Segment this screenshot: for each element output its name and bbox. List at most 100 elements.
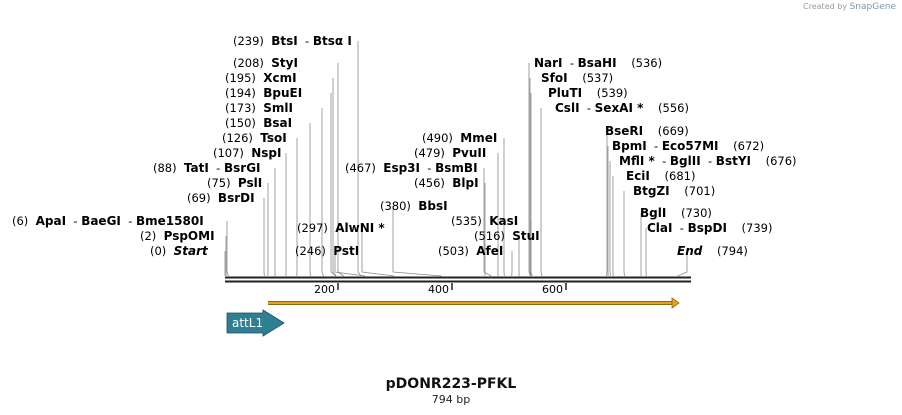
enzyme-name: PstI — [333, 244, 359, 258]
restriction-site-label[interactable]: MflI * - BglII - BstYI (676) — [619, 154, 797, 168]
restriction-site-label[interactable]: SfoI (537) — [541, 71, 613, 85]
site-position: (681) — [665, 169, 696, 183]
snapgene-credit: Created by SnapGene — [803, 2, 896, 12]
enzyme-name: MmeI — [460, 131, 497, 145]
restriction-site-label[interactable]: (490) MmeI — [422, 131, 497, 145]
restriction-site-label[interactable]: (467) Esp3I - BsmBI — [345, 161, 478, 175]
enzyme-name: BsaHI — [578, 56, 617, 70]
site-labels: (239) BtsI - Btsα I(208) StyI(195) XcmI(… — [12, 34, 797, 258]
restriction-site-label[interactable]: (456) BlpI — [414, 176, 479, 190]
restriction-site-label[interactable]: (297) AlwNI * — [297, 221, 385, 235]
restriction-site-label[interactable]: End (794) — [677, 244, 748, 258]
restriction-site-label[interactable]: (195) XcmI — [225, 71, 297, 85]
enzyme-name: Esp3I — [383, 161, 420, 175]
site-position: (150) — [225, 116, 256, 130]
enzyme-name: AfeI — [476, 244, 503, 258]
enzyme-name: Start — [174, 244, 209, 258]
site-position: (669) — [658, 124, 689, 138]
enzyme-name: BsmBI — [435, 161, 477, 175]
enzyme-name: ClaI — [647, 221, 672, 235]
site-position: (537) — [582, 71, 613, 85]
enzyme-name: MflI * — [619, 154, 655, 168]
site-position: (676) — [766, 154, 797, 168]
restriction-site-label[interactable]: (0) Start — [150, 244, 209, 258]
restriction-site-label[interactable]: (75) PslI — [207, 176, 262, 190]
site-position: (195) — [225, 71, 256, 85]
restriction-site-label[interactable]: BtgZI (701) — [633, 184, 715, 198]
restriction-site-label[interactable]: (126) TsoI — [222, 131, 287, 145]
restriction-site-label[interactable]: (2) PspOMI — [140, 229, 215, 243]
enzyme-name: SexAI * — [595, 101, 644, 115]
site-position: (456) — [414, 176, 445, 190]
site-position: (297) — [297, 221, 328, 235]
restriction-site-label[interactable]: (6) ApaI - BaeGI - Bme1580I — [12, 214, 204, 228]
site-position: (194) — [225, 86, 256, 100]
restriction-site-label[interactable]: (535) KasI — [451, 214, 518, 228]
site-leader — [483, 168, 492, 277]
site-leader — [334, 251, 366, 277]
restriction-site-label[interactable]: (246) PstI — [295, 244, 359, 258]
restriction-site-label[interactable]: BseRI (669) — [605, 124, 689, 138]
restriction-site-label[interactable]: (239) BtsI - Btsα I — [233, 34, 352, 48]
restriction-site-label[interactable]: EciI (681) — [626, 169, 695, 183]
restriction-site-label[interactable]: NarI - BsaHI (536) — [534, 56, 662, 70]
enzyme-name: XcmI — [263, 71, 296, 85]
axis-tick-label: 400 — [428, 283, 449, 296]
site-leaders — [224, 41, 688, 277]
axis-ticks: 200 400 600 — [314, 283, 567, 296]
enzyme-name: BaeGI — [81, 214, 121, 228]
restriction-site-label[interactable]: ClaI - BspDI (739) — [647, 221, 772, 235]
restriction-site-label[interactable]: (88) TatI - BsrGI — [153, 161, 261, 175]
restriction-site-label[interactable]: (516) StuI — [474, 229, 540, 243]
enzyme-name: PspOMI — [164, 229, 215, 243]
enzyme-name: PluTI — [548, 86, 582, 100]
restriction-site-label[interactable]: (208) StyI — [233, 56, 298, 70]
enzyme-name: AlwNI * — [335, 221, 385, 235]
restriction-site-label[interactable]: (173) SmlI — [225, 101, 293, 115]
site-leader — [321, 108, 324, 277]
enzyme-name: BpuEI — [263, 86, 302, 100]
site-leader — [357, 41, 362, 277]
enzyme-name: TsoI — [260, 131, 286, 145]
construct-length: 794 bp — [431, 393, 471, 406]
enzyme-name: PvuII — [452, 146, 486, 160]
enzyme-name: BseRI — [605, 124, 643, 138]
enzyme-name: BbsI — [418, 199, 447, 213]
axis-tick-label: 600 — [542, 283, 563, 296]
site-position: (556) — [658, 101, 689, 115]
restriction-site-label[interactable]: (107) NspI — [213, 146, 282, 160]
site-position: (69) — [187, 191, 211, 205]
restriction-site-label[interactable]: (194) BpuEI — [225, 86, 302, 100]
site-position: (794) — [717, 244, 748, 258]
restriction-site-label[interactable]: PluTI (539) — [548, 86, 628, 100]
site-leader — [309, 123, 311, 277]
enzyme-name: BlpI — [452, 176, 478, 190]
enzyme-name: BsrGI — [224, 161, 261, 175]
restriction-site-label[interactable]: (150) BsaI — [225, 116, 292, 130]
restriction-site-label[interactable]: CslI - SexAI * (556) — [555, 101, 689, 115]
enzyme-name: BpmI — [612, 139, 647, 153]
site-leader — [361, 228, 395, 277]
site-position: (246) — [295, 244, 326, 258]
enzyme-name: BspDI — [688, 221, 727, 235]
site-leader — [332, 78, 337, 277]
site-position: (6) — [12, 214, 28, 228]
restriction-site-label[interactable]: BglI (730) — [640, 206, 712, 220]
enzyme-name: TatI — [184, 161, 209, 175]
attl1-feature[interactable] — [226, 309, 285, 337]
restriction-site-label[interactable]: (69) BsrDI — [187, 191, 255, 205]
restriction-site-label[interactable]: (503) AfeI — [438, 244, 503, 258]
restriction-site-label[interactable]: BpmI - Eco57MI (672) — [612, 139, 764, 153]
restriction-site-label[interactable]: (380) BbsI — [380, 199, 448, 213]
construct-title: pDONR223-PFKL — [385, 376, 517, 392]
credit-prefix: Created by — [803, 2, 848, 11]
enzyme-name: BsaI — [263, 116, 292, 130]
enzyme-name: End — [677, 244, 703, 258]
restriction-site-label[interactable]: (479) PvuII — [414, 146, 486, 160]
site-position: (539) — [597, 86, 628, 100]
orf-arrow-head — [671, 297, 680, 309]
enzyme-name: SmlI — [263, 101, 293, 115]
enzyme-name: NarI — [534, 56, 563, 70]
enzyme-name: BglII — [670, 154, 701, 168]
